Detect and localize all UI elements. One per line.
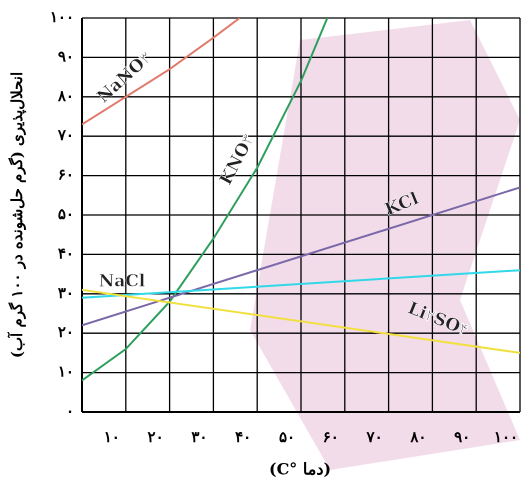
y-tick-label: ۱۰: [58, 363, 74, 381]
x-tick-label: ۴۰: [235, 428, 251, 446]
series-line: [82, 18, 241, 126]
y-tick-label: ۷۰: [57, 126, 74, 144]
series-line: [82, 269, 520, 299]
series-line: [82, 288, 520, 354]
x-tick-label: ۵۰: [279, 428, 295, 446]
y-tick-label: ۶۰: [58, 166, 74, 184]
y-tick-label: ۰: [66, 402, 74, 420]
y-tick-label: ۲۰: [58, 323, 74, 341]
series-label: NaCl: [99, 272, 146, 292]
x-tick-label: ۸۰: [409, 428, 426, 446]
series-line: [82, 18, 329, 382]
y-tick-label: ۵۰: [58, 205, 74, 223]
x-tick-label: ۲۰: [148, 428, 164, 446]
y-tick-label: ۱۰۰: [50, 8, 74, 26]
x-tick-label: ۹۰: [454, 428, 470, 446]
series-label: KNO۳: [216, 131, 259, 188]
x-axis-label: (دما °C): [269, 460, 331, 479]
watermark: [250, 20, 520, 470]
x-tick-label: ۱۰۰: [494, 428, 518, 446]
y-tick-label: ۸۰: [57, 87, 74, 105]
x-tick-label: ۶۰: [323, 428, 339, 446]
x-tick-label: ۳۰: [191, 428, 207, 446]
y-tick-label: ۴۰: [58, 244, 74, 262]
series-line: [82, 186, 520, 327]
y-axis-label: انحلال‌پذیری (گرم حل‌شونده در ۱۰۰ گرم آب…: [7, 72, 27, 358]
x-tick-label: ۷۰: [366, 428, 383, 446]
y-tick-label: ۹۰: [58, 47, 74, 65]
y-tick-label: ۳۰: [58, 284, 74, 302]
x-tick-label: ۱۰: [104, 428, 120, 446]
plot-area: [82, 18, 520, 382]
